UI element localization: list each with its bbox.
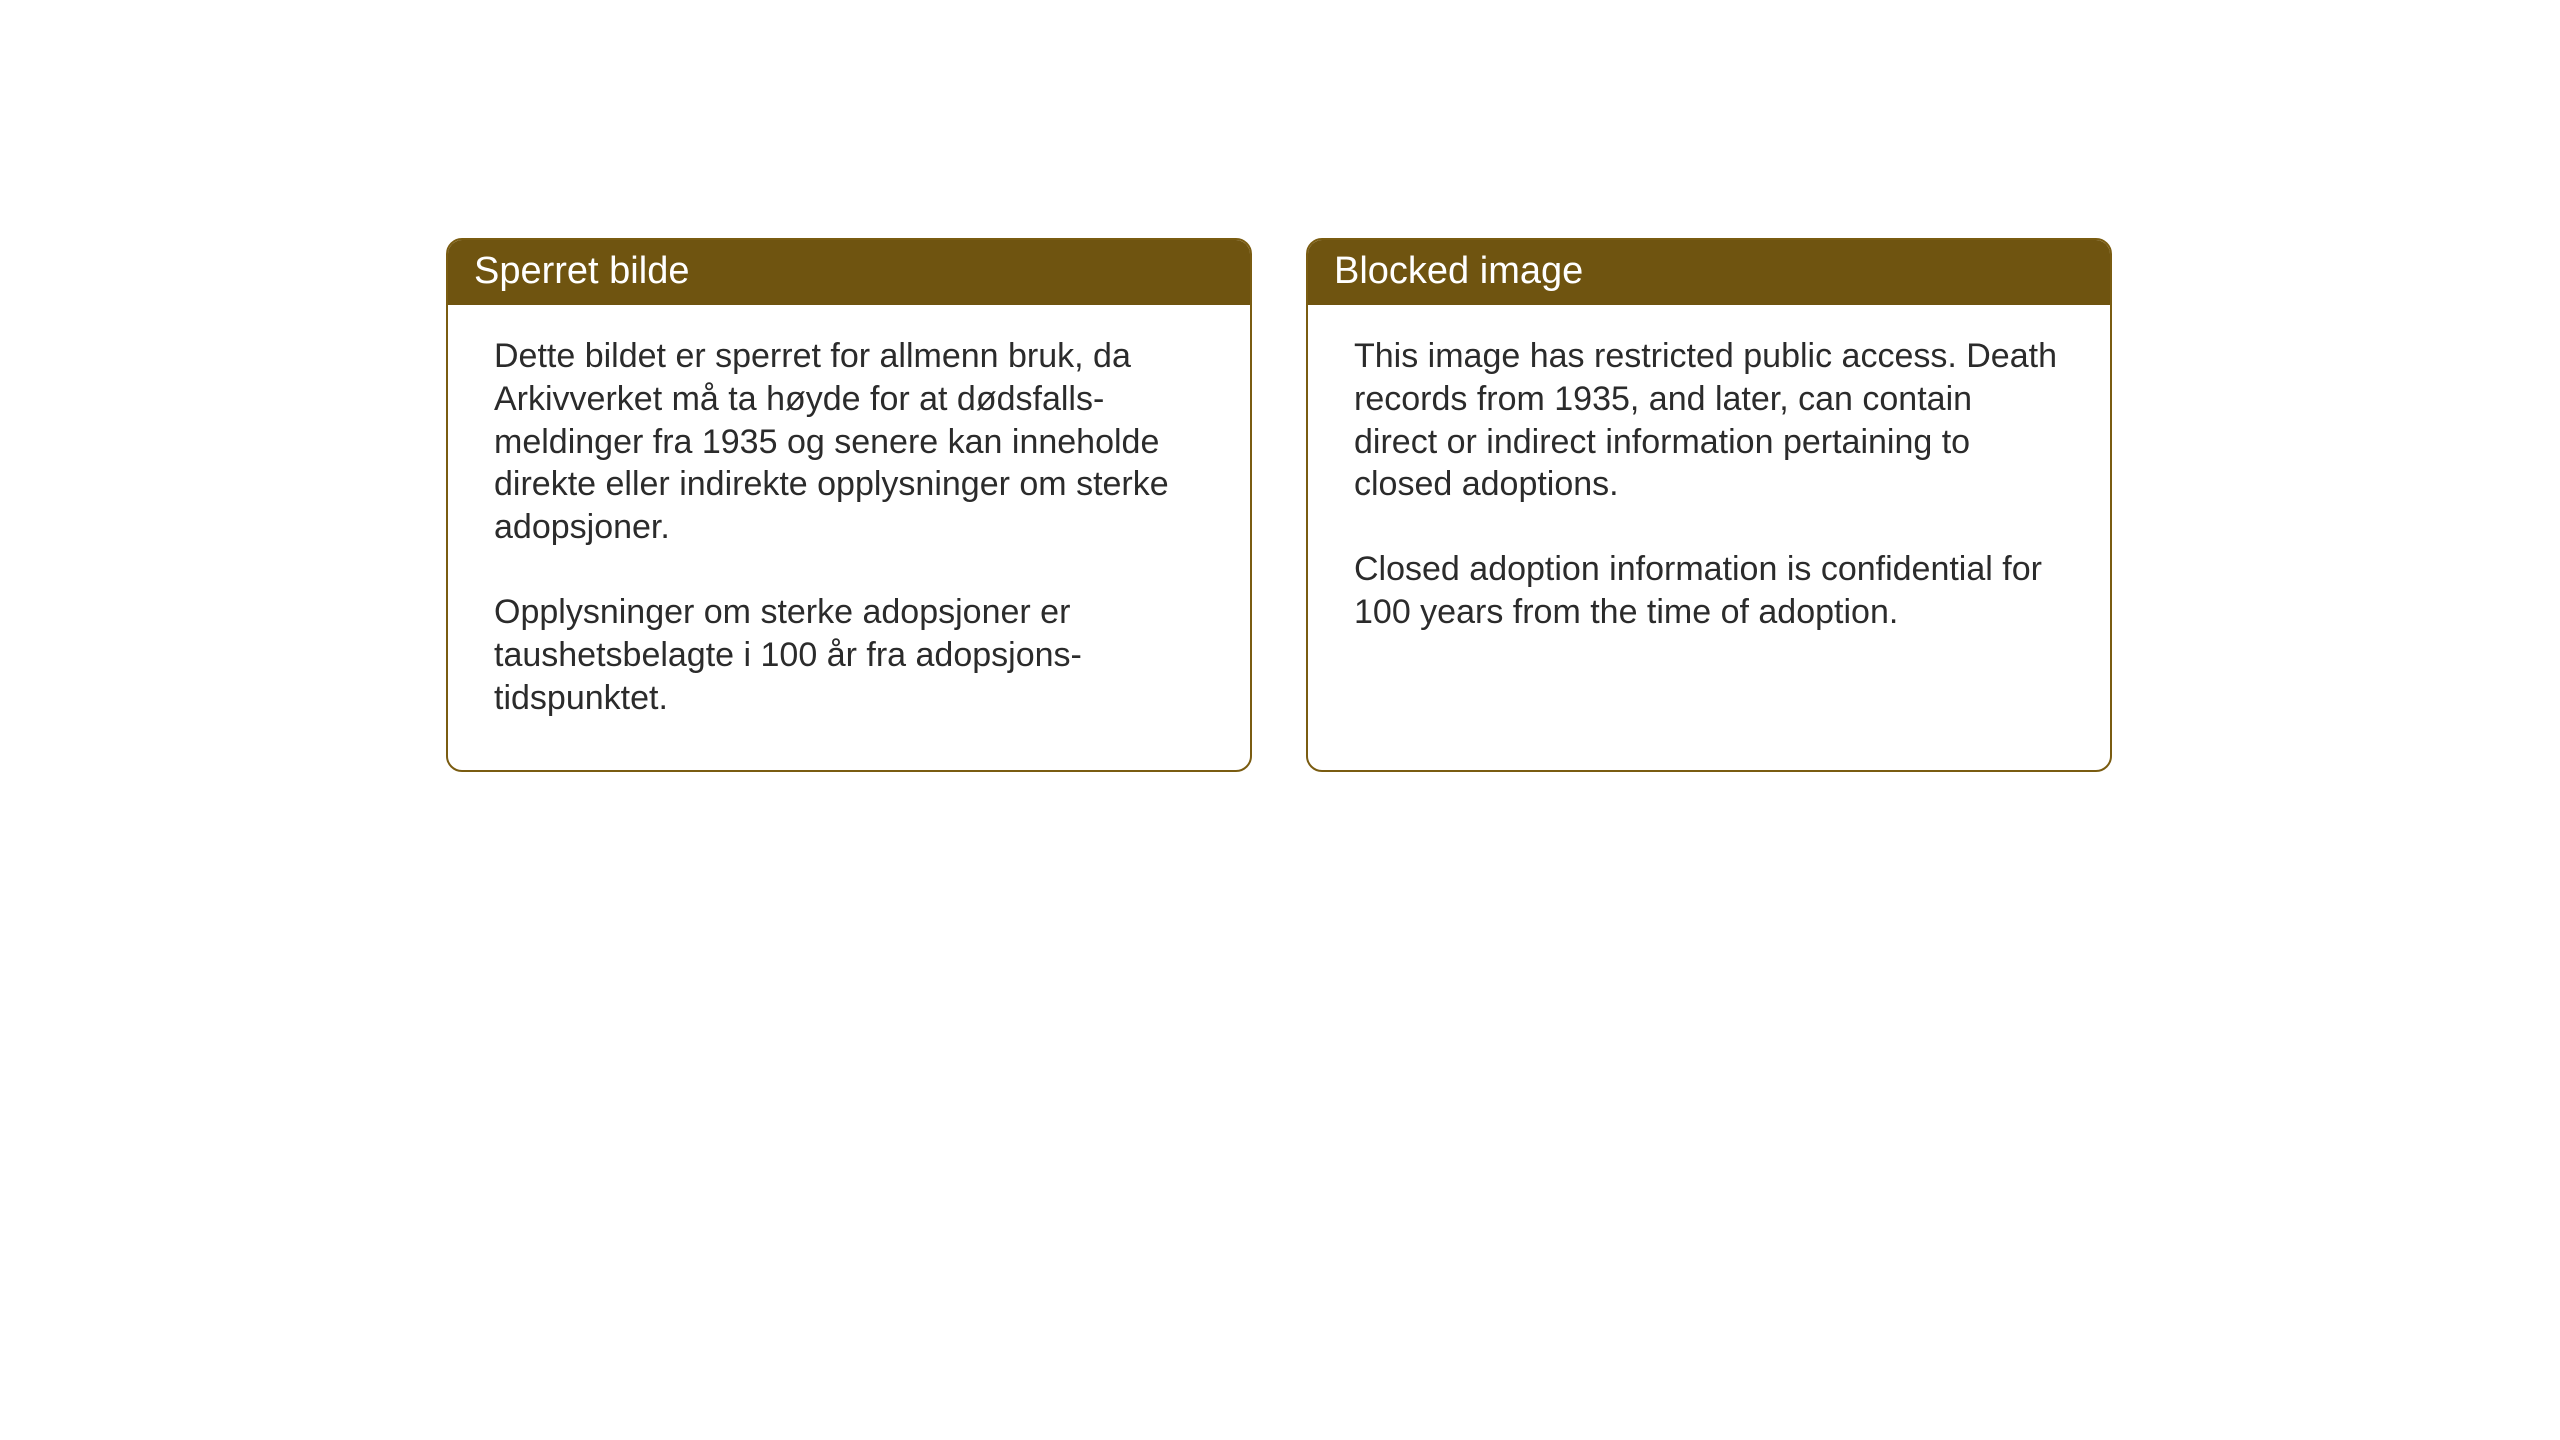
notice-title-norwegian: Sperret bilde: [474, 250, 689, 292]
notice-box-norwegian: Sperret bilde Dette bildet er sperret fo…: [446, 238, 1252, 772]
notice-header-english: Blocked image: [1308, 240, 2110, 305]
notice-body-english: This image has restricted public access.…: [1308, 305, 2110, 684]
notice-title-english: Blocked image: [1334, 250, 1583, 292]
notice-paragraph-1-norwegian: Dette bildet er sperret for allmenn bruk…: [494, 335, 1204, 549]
notice-paragraph-1-english: This image has restricted public access.…: [1354, 335, 2064, 506]
notice-paragraph-2-norwegian: Opplysninger om sterke adopsjoner er tau…: [494, 591, 1204, 719]
notice-box-english: Blocked image This image has restricted …: [1306, 238, 2112, 772]
notice-body-norwegian: Dette bildet er sperret for allmenn bruk…: [448, 305, 1250, 770]
notice-paragraph-2-english: Closed adoption information is confident…: [1354, 548, 2064, 634]
notice-container: Sperret bilde Dette bildet er sperret fo…: [446, 238, 2112, 772]
notice-header-norwegian: Sperret bilde: [448, 240, 1250, 305]
